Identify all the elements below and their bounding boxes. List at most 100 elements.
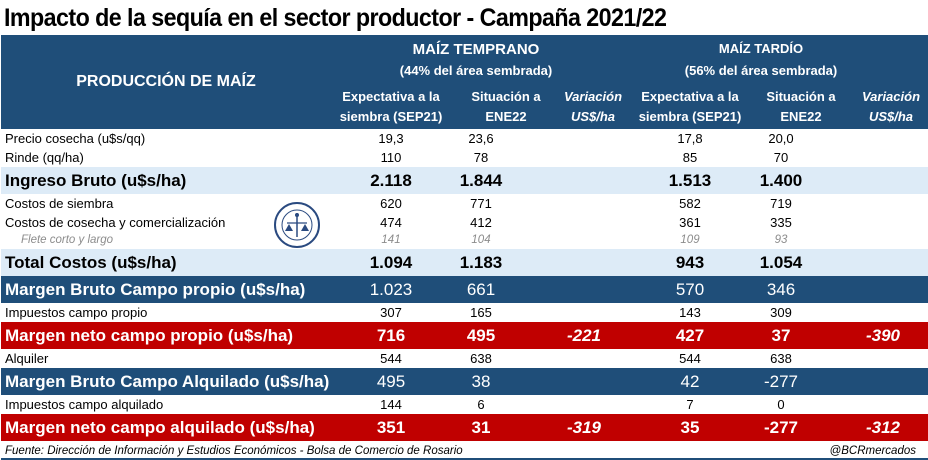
column-header-line2: US$/ha	[570, 109, 616, 124]
group-late-subtitle: (56% del área sembrada)	[684, 63, 838, 78]
bcr-seal-logo	[274, 202, 320, 248]
table-cell: 1.513	[668, 171, 712, 190]
table-cell: 6	[477, 397, 485, 412]
table-cell: 351	[376, 418, 406, 437]
table-cell: 1.094	[369, 253, 413, 272]
table-cell: 70	[773, 150, 789, 165]
table-cell: 427	[675, 326, 705, 345]
row-label: Rinde (qq/ha)	[5, 150, 84, 165]
table-cell: 495	[466, 326, 496, 345]
table-cell: 361	[679, 215, 701, 230]
table-cell: 309	[770, 305, 792, 320]
table-cell: 93	[774, 234, 788, 246]
table-cell: 37	[771, 326, 791, 345]
table-cell: 110	[380, 150, 402, 165]
row-label: Alquiler	[5, 351, 49, 366]
table-cell: 31	[471, 418, 491, 437]
column-header-line2: US$/ha	[868, 109, 914, 124]
column-header-line2: ENE22	[780, 109, 822, 124]
column-header-line1: Variación	[563, 89, 623, 104]
table-cell: 0	[777, 397, 785, 412]
row-label: Impuestos campo propio	[5, 305, 148, 320]
row-label: Flete corto y largo	[21, 234, 114, 246]
table-row: Impuestos campo alquilado 144 6 7 0	[1, 395, 928, 414]
table-cell: 544	[679, 351, 701, 366]
row-label: Precio cosecha (u$s/qq)	[5, 131, 146, 146]
table-row: Flete corto y largo 141 104 109 93	[1, 232, 928, 249]
table-cell: 412	[470, 215, 492, 230]
table-cell: 943	[675, 253, 705, 272]
row-label: Total Costos (u$s/ha)	[5, 253, 177, 272]
table-row: Rinde (qq/ha) 110 78 85 70	[1, 148, 928, 167]
column-header-line2: siembra (SEP21)	[638, 109, 742, 124]
table-cell: 143	[679, 305, 701, 320]
row-label: Costos de siembra	[5, 196, 114, 211]
table-cell: 544	[380, 351, 402, 366]
row-label: Margen neto campo propio (u$s/ha)	[5, 326, 294, 345]
column-header: Variación US$/ha	[558, 87, 628, 127]
table-cell: 638	[470, 351, 492, 366]
table-row: Ingreso Bruto (u$s/ha) 2.118 1.844 1.513 1.4…	[1, 167, 928, 194]
table-row: Costos de cosecha y comercialización 474 4…	[1, 213, 928, 232]
column-header: Variación US$/ha	[853, 87, 928, 127]
page-title: Impacto de la sequía en el sector produc…	[4, 4, 667, 32]
table-cell: 661	[466, 280, 496, 299]
table-header: PRODUCCIÓN DE MAÍZ MAÍZ TEMPRANO (44% de…	[1, 35, 928, 129]
table-cell: -312	[865, 418, 901, 437]
row-label: Ingreso Bruto (u$s/ha)	[5, 171, 187, 190]
table-cell: 144	[380, 397, 402, 412]
table-cell: 42	[680, 372, 700, 391]
column-header-line1: Situación a	[471, 89, 541, 104]
column-header-line2: siembra (SEP21)	[339, 109, 443, 124]
table-row: Margen Bruto Campo propio (u$s/ha) 1.023 6…	[1, 276, 928, 303]
table-cell: 495	[376, 372, 406, 391]
table-cell: 719	[770, 196, 792, 211]
table-row: Margen Bruto Campo Alquilado (u$s/ha) 495…	[1, 368, 928, 395]
table-cell: 1.844	[459, 171, 503, 190]
table-row: Alquiler 544 638 544 638	[1, 349, 928, 368]
table-cell: 23,6	[468, 131, 494, 146]
group-early-subtitle: (44% del área sembrada)	[399, 63, 553, 78]
table-cell: -277	[763, 418, 799, 437]
group-early-title: MAÍZ TEMPRANO	[412, 41, 540, 58]
column-header-line1: Expectativa a la	[342, 89, 440, 104]
row-label: Costos de cosecha y comercialización	[5, 215, 226, 230]
table-cell: 104	[471, 234, 491, 246]
table-cell: 35	[680, 418, 700, 437]
source-note: Fuente: Dirección de Información y Estud…	[5, 445, 463, 457]
table-cell: 109	[680, 234, 700, 246]
column-header-line1: Variación	[861, 89, 921, 104]
table-row: Precio cosecha (u$s/qq) 19,3 23,6 17,8 20,0	[1, 129, 928, 148]
table-row: Margen neto campo alquilado (u$s/ha) 351 3…	[1, 414, 928, 441]
table-cell: 17,8	[677, 131, 703, 146]
table-cell: 2.118	[370, 171, 412, 190]
table-cell: 1.054	[759, 253, 803, 272]
row-label: Margen Bruto Campo propio (u$s/ha)	[5, 280, 306, 299]
footer: Fuente: Dirección de Información y Estud…	[1, 444, 928, 460]
column-header: Situación a ENE22	[456, 87, 556, 127]
table-cell: 716	[376, 326, 406, 345]
table-row: Costos de siembra 620 771 582 719	[1, 194, 928, 213]
table-cell: 582	[679, 196, 701, 211]
column-header: Expectativa a la siembra (SEP21)	[631, 87, 749, 127]
table-row: Margen neto campo propio (u$s/ha) 716 495 -…	[1, 322, 928, 349]
table-cell: 19,3	[378, 131, 404, 146]
table-cell: 20,0	[768, 131, 794, 146]
column-header-line2: ENE22	[485, 109, 527, 124]
table-cell: 7	[686, 397, 694, 412]
table-body: Precio cosecha (u$s/qq) 19,3 23,6 17,8 20,0 R…	[1, 129, 928, 441]
column-header-line1: Expectativa a la	[641, 89, 739, 104]
row-label: Margen neto campo alquilado (u$s/ha)	[5, 418, 315, 437]
column-header: Situación a ENE22	[751, 87, 851, 127]
table-cell: 570	[675, 280, 705, 299]
production-label: PRODUCCIÓN DE MAÍZ	[76, 73, 256, 90]
table-cell: 165	[470, 305, 492, 320]
table-cell: 78	[473, 150, 489, 165]
table-cell: 307	[380, 305, 402, 320]
table-row: Impuestos campo propio 307 165 143 309	[1, 303, 928, 322]
table-cell: 474	[380, 215, 402, 230]
table-cell: 85	[682, 150, 698, 165]
table-cell: -221	[566, 326, 602, 345]
table-row: Total Costos (u$s/ha) 1.094 1.183 943 1.054	[1, 249, 928, 276]
table-cell: 335	[770, 215, 792, 230]
